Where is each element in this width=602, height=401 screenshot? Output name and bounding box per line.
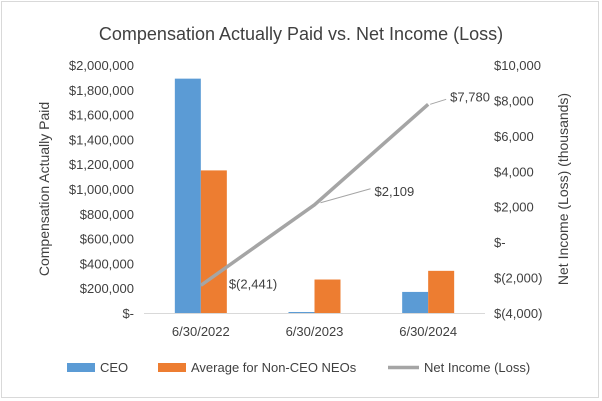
right-tick-label: $- (494, 235, 506, 250)
y-axis-title: Compensation Actually Paid (36, 102, 52, 276)
bar-ceo-1 (288, 312, 315, 313)
category-label: 6/30/2022 (172, 324, 230, 339)
legend-label-net-income: Net Income (Loss) (424, 360, 530, 375)
bars (174, 78, 455, 313)
left-tick-label: $1,600,000 (69, 108, 134, 123)
left-tick-label: $1,400,000 (69, 132, 134, 147)
chart-title: Compensation Actually Paid vs. Net Incom… (99, 24, 503, 44)
data-label-leader (320, 188, 371, 204)
category-labels: 6/30/2022 6/30/2023 6/30/2024 (172, 324, 457, 339)
legend-swatch-non-ceo (158, 363, 186, 372)
left-axis-ticks: $- $200,000 $400,000 $600,000 $800,000 $1,000… (69, 58, 134, 321)
left-tick-label: $2,000,000 (69, 58, 134, 73)
right-tick-label: $10,000 (494, 58, 541, 73)
left-tick-label: $1,800,000 (69, 83, 134, 98)
right-axis-ticks: $(4,000) $(2,000) $- $2,000 $4,000 $6,000 $8,0… (494, 58, 542, 321)
bar-ceo-2 (402, 291, 429, 313)
y2-axis-title: Net Income (Loss) (thousands) (555, 93, 571, 285)
bar-average-for-non-ceo-neos-0 (200, 170, 227, 313)
net-income-line-series: $(2,441) $2,109 $7,780 (199, 89, 490, 291)
net-income-data-label: $7,780 (450, 89, 490, 104)
left-tick-label: $600,000 (80, 232, 134, 247)
right-tick-label: $8,000 (494, 93, 534, 108)
right-tick-label: $(2,000) (494, 271, 542, 286)
right-tick-label: $(4,000) (494, 306, 542, 321)
left-tick-label: $1,000,000 (69, 182, 134, 197)
bar-average-for-non-ceo-neos-2 (428, 270, 455, 313)
category-label: 6/30/2023 (286, 324, 344, 339)
bar-average-for-non-ceo-neos-1 (314, 279, 341, 313)
legend: CEO Average for Non-CEO NEOs Net Income … (67, 360, 530, 375)
category-label: 6/30/2024 (399, 324, 457, 339)
right-tick-label: $2,000 (494, 200, 534, 215)
bar-ceo-0 (174, 78, 201, 313)
left-tick-label: $- (122, 306, 134, 321)
net-income-line (199, 103, 430, 287)
legend-label-non-ceo: Average for Non-CEO NEOs (191, 360, 357, 375)
right-tick-label: $4,000 (494, 164, 534, 179)
legend-label-ceo: CEO (100, 360, 128, 375)
right-tick-label: $6,000 (494, 129, 534, 144)
legend-swatch-ceo (67, 363, 95, 372)
net-income-data-label: $2,109 (375, 184, 415, 199)
left-tick-label: $1,200,000 (69, 157, 134, 172)
data-label-leader (430, 98, 447, 105)
left-tick-label: $200,000 (80, 281, 134, 296)
net-income-data-label: $(2,441) (229, 276, 277, 291)
left-tick-label: $800,000 (80, 207, 134, 222)
left-tick-label: $400,000 (80, 256, 134, 271)
